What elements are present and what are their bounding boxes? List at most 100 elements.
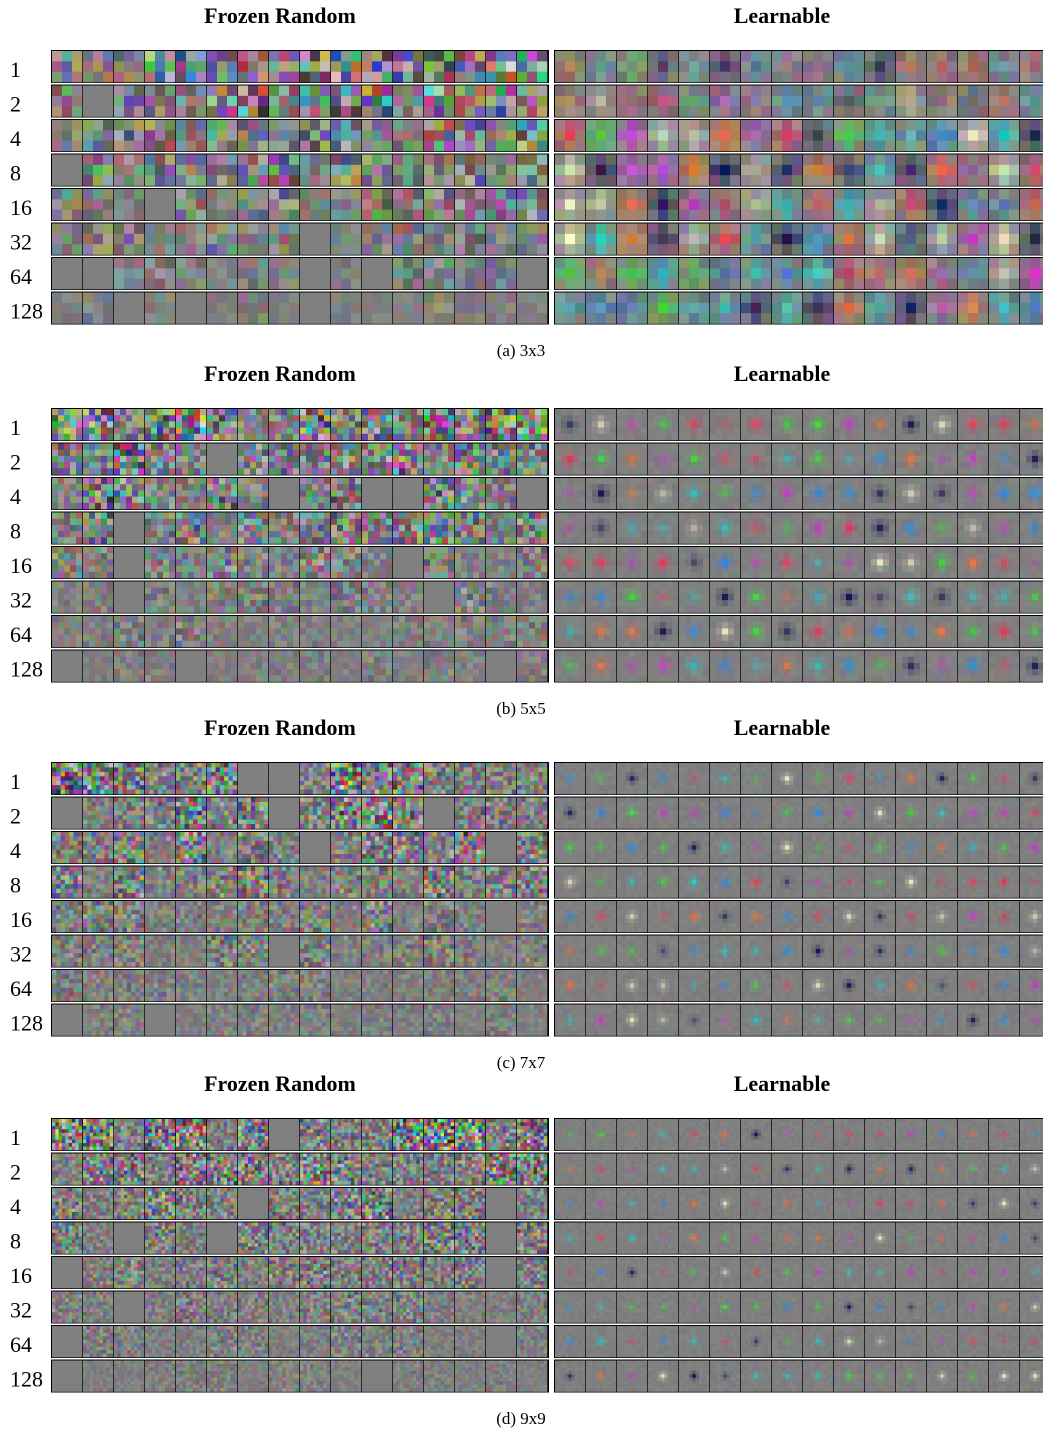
filter-pixel xyxy=(813,86,823,97)
filter-pixel xyxy=(751,165,761,176)
filter-pixel xyxy=(792,141,802,152)
filter-pixel xyxy=(114,130,124,141)
filter-pixel xyxy=(989,72,999,83)
row-label: 16 xyxy=(10,195,32,220)
filter-pixel xyxy=(555,141,565,152)
filter-pixel xyxy=(155,51,165,62)
filter-pixel xyxy=(289,61,299,72)
filter-pixel xyxy=(844,120,854,131)
filter-pixel xyxy=(730,86,740,97)
filter-pixel xyxy=(207,155,217,166)
filter-pixel xyxy=(165,279,175,290)
filter-pixel xyxy=(710,199,720,210)
filter-pixel xyxy=(1009,51,1019,62)
filter-pixel xyxy=(403,130,413,141)
filter-pixel xyxy=(958,106,968,117)
filter-pixel xyxy=(310,51,320,62)
filter-pixel xyxy=(362,165,372,176)
filter-pixel xyxy=(413,175,423,186)
filter-pixel xyxy=(710,120,720,131)
filter-pixel xyxy=(668,175,678,186)
filter-pixel xyxy=(782,61,792,72)
filter-pixel xyxy=(710,210,720,221)
filter-pixel xyxy=(637,61,647,72)
filter-pixel xyxy=(792,155,802,166)
filter-pixel xyxy=(351,189,361,200)
filter-pixel xyxy=(1030,234,1040,245)
filter-pixel xyxy=(896,175,906,186)
filter-pixel xyxy=(134,199,144,210)
filter-pixel xyxy=(506,189,516,200)
filter-pixel xyxy=(444,120,454,131)
filter-pixel xyxy=(813,72,823,83)
filter-pixel xyxy=(555,96,565,107)
filter-pixel xyxy=(875,224,885,235)
filter-pixel xyxy=(658,165,668,176)
filter-pixel xyxy=(648,210,658,221)
filter-pixel xyxy=(937,72,947,83)
filter-pixel xyxy=(103,210,113,221)
filter-pixel xyxy=(165,234,175,245)
filter-pixel xyxy=(93,279,103,290)
filter-pixel xyxy=(658,189,668,200)
filter-pixel xyxy=(93,86,103,97)
filter-pixel xyxy=(648,72,658,83)
filter-pixel xyxy=(103,96,113,107)
filter-pixel xyxy=(362,51,372,62)
filter-pixel xyxy=(968,96,978,107)
filter-pixel xyxy=(248,86,258,97)
filter-pixel xyxy=(968,61,978,72)
filter-pixel xyxy=(155,224,165,235)
page: Frozen RandomLearnable(a) 3x312481632641… xyxy=(0,0,1043,1429)
filter-pixel xyxy=(978,120,988,131)
filter-pixel xyxy=(751,210,761,221)
filter-pixel xyxy=(792,61,802,72)
filter-pixel xyxy=(978,130,988,141)
filter-pixel xyxy=(145,155,155,166)
filter-pixel xyxy=(627,61,637,72)
filter-pixel xyxy=(248,61,258,72)
filter-pixel xyxy=(596,199,606,210)
filter-pixel xyxy=(83,72,93,83)
filter-pixel xyxy=(803,224,813,235)
filter-pixel xyxy=(844,210,854,221)
filter-pixel xyxy=(413,120,423,131)
filter-pixel xyxy=(444,199,454,210)
filter-pixel xyxy=(844,224,854,235)
filter-pixel xyxy=(145,106,155,117)
frozen-filters xyxy=(51,223,549,256)
filter-pixel xyxy=(320,155,330,166)
filter-pixel xyxy=(134,268,144,279)
filter-pixel xyxy=(351,165,361,176)
filter-pixel xyxy=(792,130,802,141)
filter-pixel xyxy=(865,244,875,255)
filter-pixel xyxy=(823,155,833,166)
filter-pixel xyxy=(424,189,434,200)
filter-pixel xyxy=(248,175,258,186)
filter-pixel xyxy=(403,155,413,166)
filter-pixel xyxy=(382,155,392,166)
filter-pixel xyxy=(72,268,82,279)
filter-pixel xyxy=(741,120,751,131)
filter-pixel xyxy=(565,224,575,235)
filter-pixel xyxy=(575,189,585,200)
filter-pixel xyxy=(444,175,454,186)
filter-pixel xyxy=(875,130,885,141)
filter-pixel xyxy=(927,234,937,245)
filter-pixel xyxy=(434,234,444,245)
filter-pixel xyxy=(823,199,833,210)
filter-pixel xyxy=(751,224,761,235)
filter-pixel xyxy=(865,175,875,186)
filter-pixel xyxy=(134,106,144,117)
filter-pixel xyxy=(730,189,740,200)
filter-pixel xyxy=(62,234,72,245)
filter-pixel xyxy=(145,61,155,72)
filter-pixel xyxy=(844,72,854,83)
filter-pixel xyxy=(506,86,516,97)
filter-pixel xyxy=(596,155,606,166)
filter-pixel xyxy=(720,175,730,186)
filter-pixel xyxy=(720,130,730,141)
filter-pixel xyxy=(596,86,606,97)
filter-pixel xyxy=(555,199,565,210)
filter-pixel xyxy=(823,86,833,97)
